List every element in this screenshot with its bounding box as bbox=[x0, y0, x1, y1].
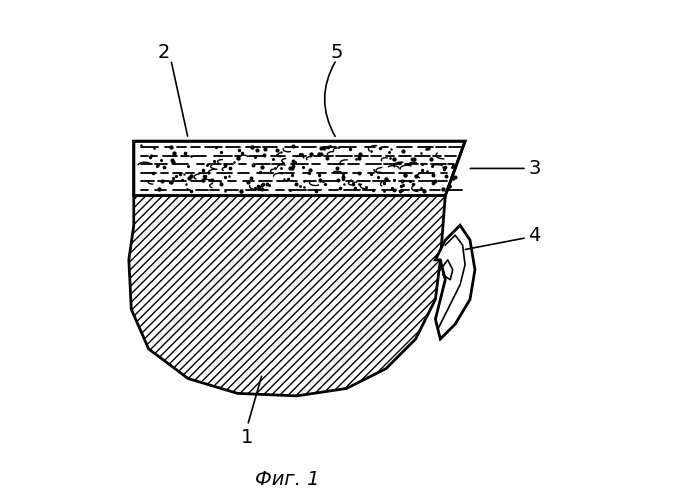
Polygon shape bbox=[134, 141, 465, 196]
Text: 4: 4 bbox=[528, 226, 540, 244]
Text: Фиг. 1: Фиг. 1 bbox=[255, 470, 319, 490]
Text: 5: 5 bbox=[330, 42, 343, 62]
Text: 2: 2 bbox=[157, 42, 170, 62]
Polygon shape bbox=[129, 196, 446, 396]
Text: 3: 3 bbox=[528, 159, 540, 178]
Polygon shape bbox=[435, 226, 475, 339]
Text: 1: 1 bbox=[242, 428, 254, 448]
